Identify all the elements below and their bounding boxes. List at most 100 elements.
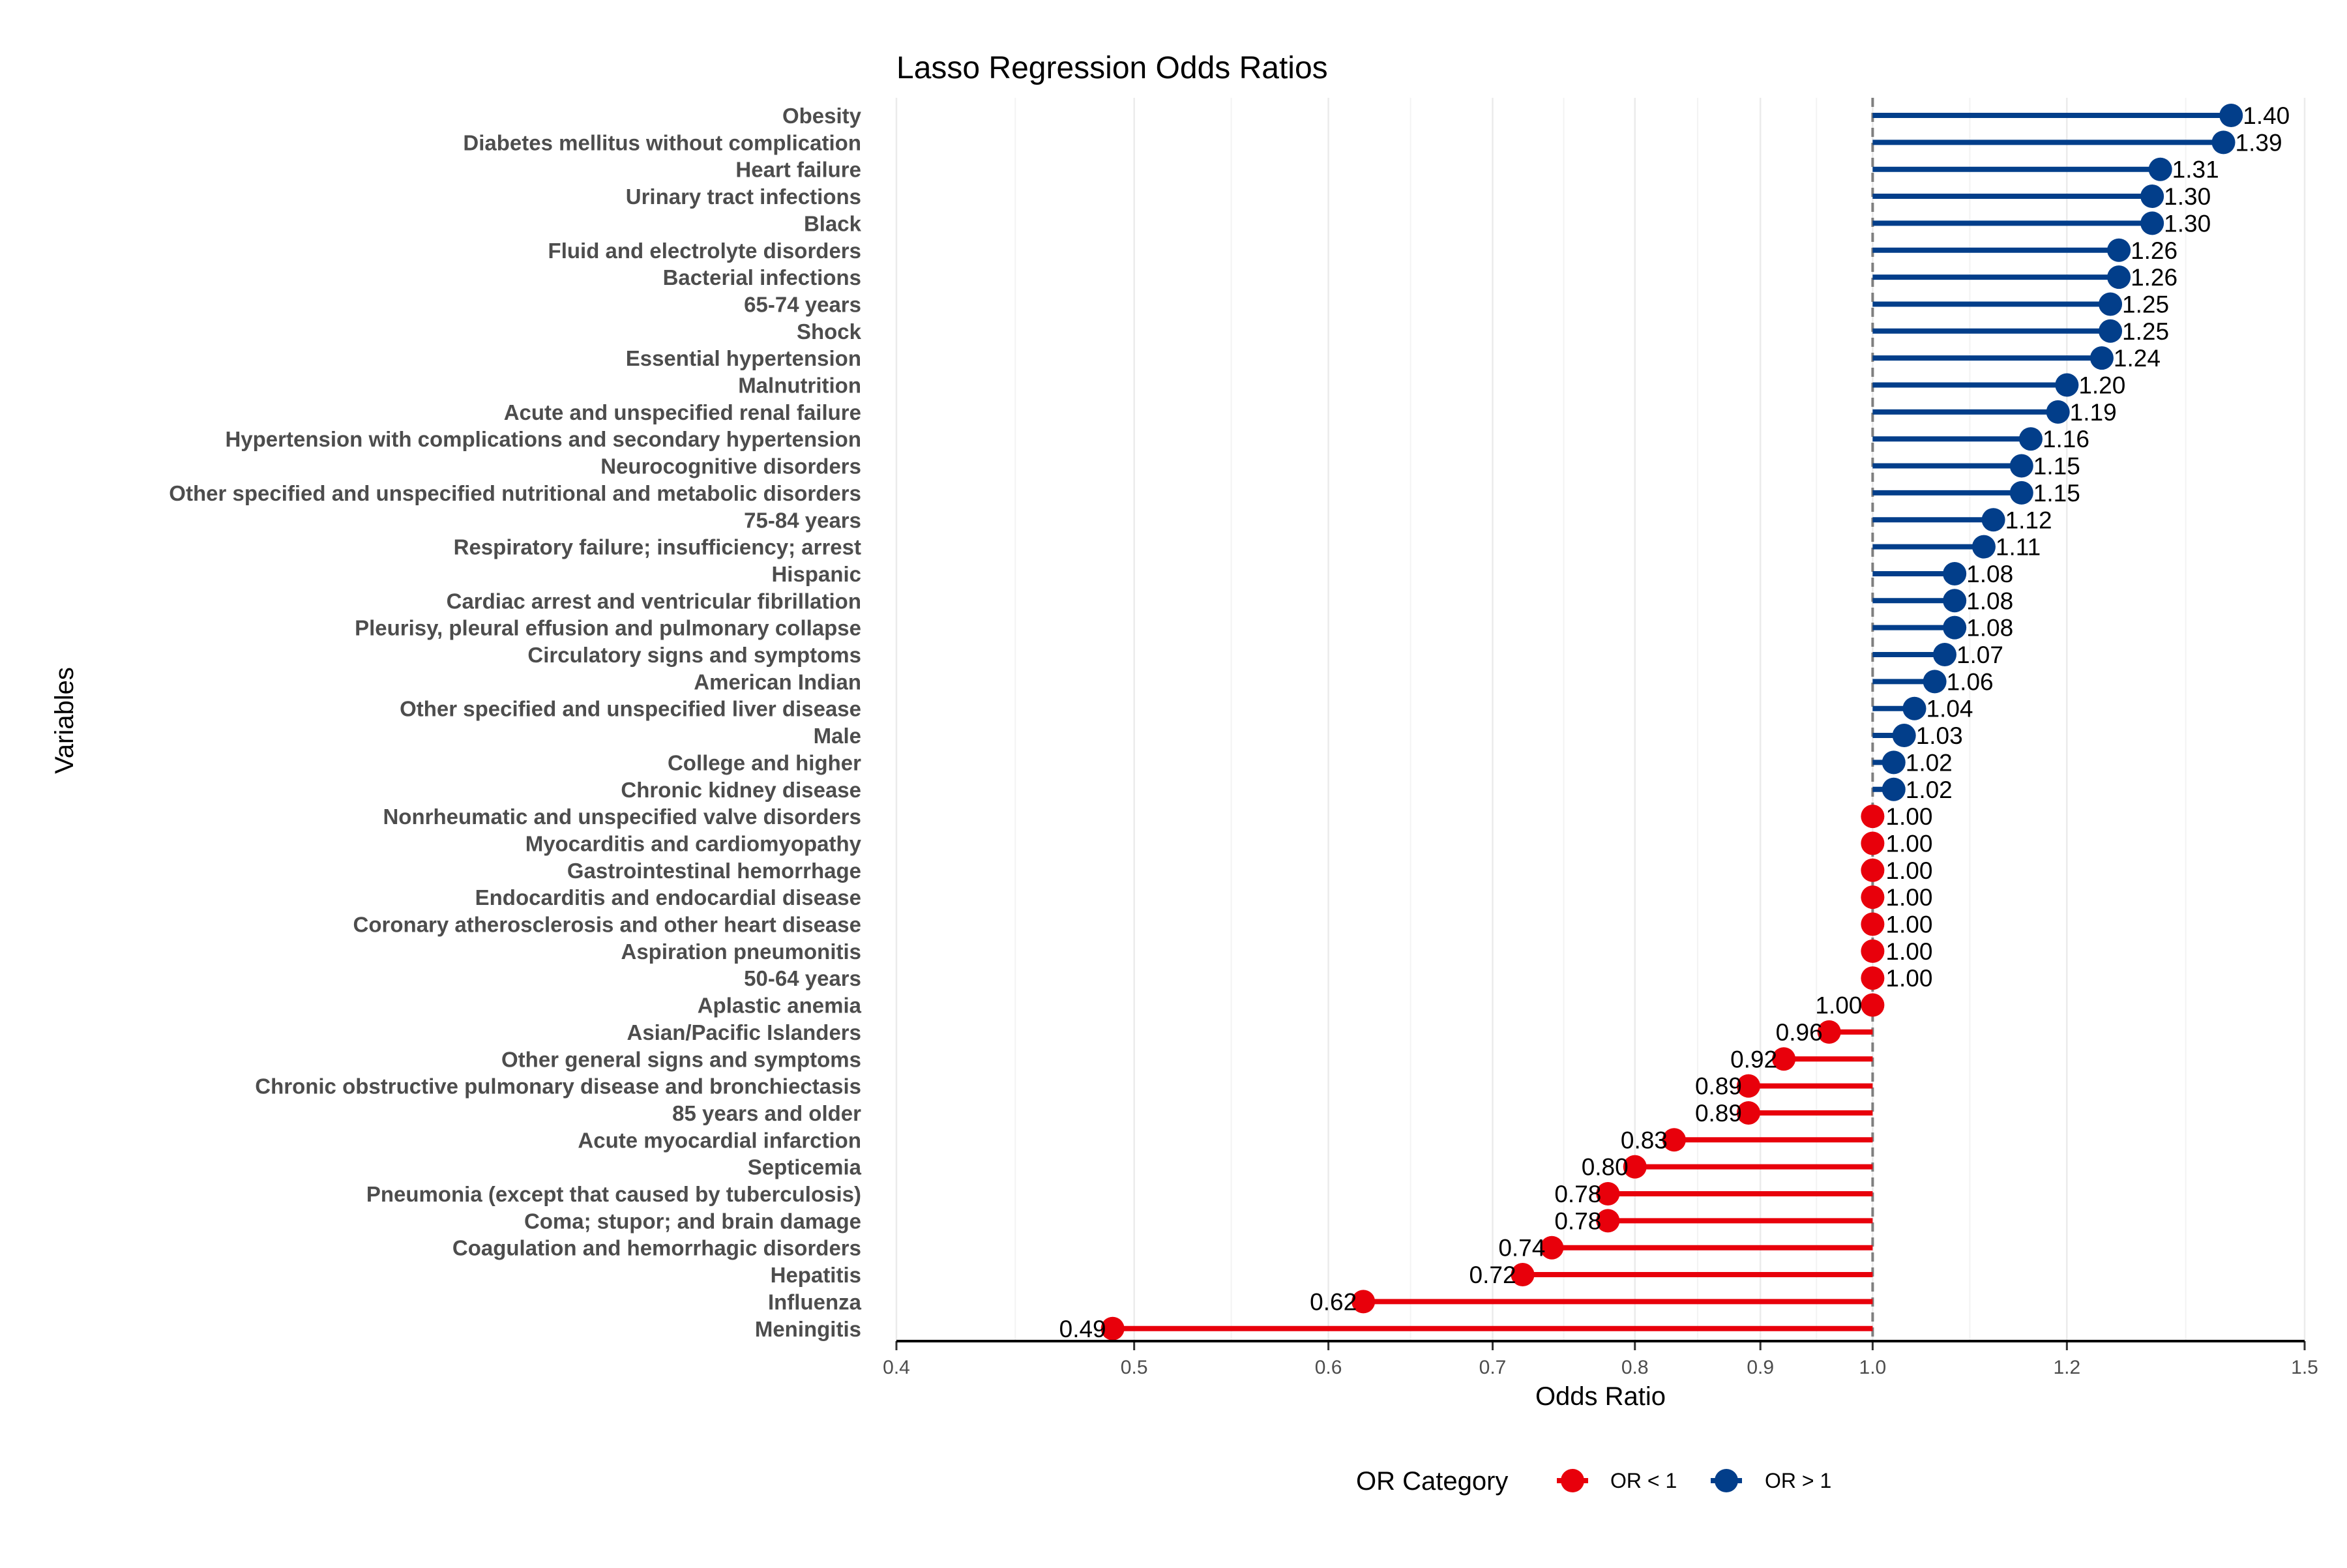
- value-label: 1.25: [2122, 318, 2169, 345]
- lollipop-point: [1923, 670, 1947, 694]
- lollipop-point: [1861, 993, 1885, 1017]
- legend: OR Category OR < 1 OR > 1: [1356, 1467, 1831, 1496]
- lollipop-point: [1882, 750, 1906, 775]
- lollipop-point: [1511, 1263, 1535, 1287]
- lollipop-point: [2219, 104, 2243, 127]
- lollipop-point: [2009, 481, 2033, 505]
- lollipop-point: [1932, 643, 1956, 666]
- value-label: 1.08: [1966, 587, 2013, 614]
- value-label: 0.72: [1469, 1262, 1516, 1288]
- value-label: 1.26: [2131, 264, 2177, 291]
- category-label: Nonrheumatic and unspecified valve disor…: [383, 805, 861, 829]
- lollipop-point: [1736, 1074, 1760, 1098]
- category-label: Gastrointestinal hemorrhage: [567, 859, 861, 883]
- value-label: 0.89: [1695, 1100, 1742, 1127]
- category-label: 75-84 years: [744, 508, 861, 532]
- lollipop-point: [1892, 724, 1916, 748]
- x-tick-label: 0.9: [1747, 1357, 1774, 1378]
- value-label: 0.74: [1498, 1235, 1545, 1262]
- category-label: Hypertension with complications and seco…: [225, 427, 861, 451]
- lollipop-point: [1902, 696, 1926, 720]
- category-label: Male: [814, 724, 861, 748]
- lollipop-point: [1662, 1128, 1686, 1152]
- value-label: 0.78: [1554, 1207, 1601, 1234]
- lollipop-point: [2018, 427, 2043, 451]
- value-label: 1.16: [2043, 426, 2089, 452]
- value-label: 1.04: [1926, 696, 1973, 722]
- lollipop-point: [1943, 615, 1967, 640]
- value-label: 1.06: [1947, 668, 1994, 695]
- x-tick-label: 1.5: [2291, 1357, 2318, 1378]
- value-label: 0.62: [1310, 1288, 1357, 1315]
- category-label: 85 years and older: [672, 1101, 861, 1125]
- value-label: 1.00: [1885, 938, 1932, 965]
- lollipop-point: [1817, 1020, 1841, 1044]
- lollipop-point: [1861, 885, 1885, 910]
- value-label: 1.00: [1885, 830, 1932, 857]
- category-label: Other specified and unspecified liver di…: [400, 697, 861, 721]
- category-label: Myocarditis and cardiomyopathy: [525, 831, 862, 855]
- category-label: Pneumonia (except that caused by tubercu…: [366, 1182, 861, 1206]
- value-label: 1.15: [2033, 480, 2080, 507]
- legend-label-below: OR < 1: [1610, 1469, 1677, 1492]
- lollipop-point: [2046, 400, 2070, 424]
- category-label: American Indian: [694, 670, 861, 694]
- lollipop-point: [1540, 1235, 1564, 1260]
- legend-key-above-dot: [1715, 1469, 1738, 1492]
- legend-key-below-dot: [1561, 1469, 1584, 1492]
- category-label: Asian/Pacific Islanders: [627, 1020, 861, 1044]
- value-label-layer: 1.401.391.311.301.301.261.261.251.251.24…: [1059, 102, 2290, 1342]
- x-tick-label: 0.4: [883, 1357, 910, 1378]
- category-label: Fluid and electrolyte disorders: [548, 239, 861, 263]
- value-label: 1.08: [1966, 615, 2013, 642]
- category-label: Chronic kidney disease: [621, 778, 861, 802]
- lollipop-point: [1861, 966, 1885, 990]
- lollipop-point: [2099, 319, 2123, 343]
- category-label: Diabetes mellitus without complication: [463, 130, 861, 155]
- category-label: Heart failure: [735, 158, 861, 182]
- y-axis-title: Variables: [50, 667, 79, 774]
- lollipop-point: [1736, 1101, 1760, 1125]
- category-label: College and higher: [668, 750, 861, 775]
- value-label: 1.00: [1815, 992, 1862, 1019]
- value-label: 1.30: [2164, 210, 2211, 237]
- value-label: 1.39: [2236, 129, 2282, 156]
- value-label: 1.24: [2114, 345, 2161, 372]
- category-label: Bacterial infections: [663, 265, 861, 289]
- value-label: 1.25: [2122, 291, 2169, 318]
- category-label: Acute and unspecified renal failure: [504, 400, 861, 424]
- category-label: 50-64 years: [744, 966, 861, 990]
- category-label: Respiratory failure; insufficiency; arre…: [454, 535, 861, 559]
- category-label: Septicemia: [748, 1155, 862, 1179]
- lollipop-point: [1772, 1047, 1796, 1071]
- category-label: Meningitis: [755, 1317, 861, 1341]
- x-axis-title: Odds Ratio: [1535, 1382, 1666, 1411]
- category-label: Other general signs and symptoms: [501, 1047, 861, 1071]
- category-label: Cardiac arrest and ventricular fibrillat…: [447, 589, 861, 613]
- category-label: Obesity: [782, 104, 862, 128]
- category-label: Acute myocardial infarction: [578, 1128, 861, 1152]
- value-label: 0.89: [1695, 1073, 1742, 1100]
- value-label: 1.07: [1956, 642, 2003, 668]
- lollipop-point: [1351, 1290, 1376, 1314]
- category-label: Coagulation and hemorrhagic disorders: [452, 1236, 861, 1260]
- x-tick-label: 1.0: [1859, 1357, 1887, 1378]
- value-label: 1.20: [2078, 372, 2125, 399]
- category-label: Coma; stupor; and brain damage: [524, 1209, 861, 1233]
- lollipop-point: [2140, 211, 2164, 235]
- value-label: 1.00: [1885, 965, 1932, 992]
- category-label: Pleurisy, pleural effusion and pulmonary…: [355, 616, 861, 640]
- lollipop-point: [1981, 508, 2005, 532]
- value-label: 1.08: [1966, 561, 2013, 587]
- x-axis: 0.4 0.5 0.6 0.7 0.8 0.9 1.0 1.2 1.5: [883, 1340, 2318, 1378]
- category-label: Chronic obstructive pulmonary disease an…: [255, 1074, 861, 1099]
- category-label: 65-74 years: [744, 292, 861, 316]
- value-label: 1.00: [1885, 911, 1932, 938]
- value-label: 0.83: [1621, 1127, 1668, 1153]
- category-label: Influenza: [768, 1290, 862, 1314]
- x-tick-label: 0.7: [1479, 1357, 1507, 1378]
- chart-title: Lasso Regression Odds Ratios: [896, 51, 1328, 85]
- value-label: 1.02: [1906, 777, 1953, 803]
- value-label: 1.31: [2172, 156, 2219, 183]
